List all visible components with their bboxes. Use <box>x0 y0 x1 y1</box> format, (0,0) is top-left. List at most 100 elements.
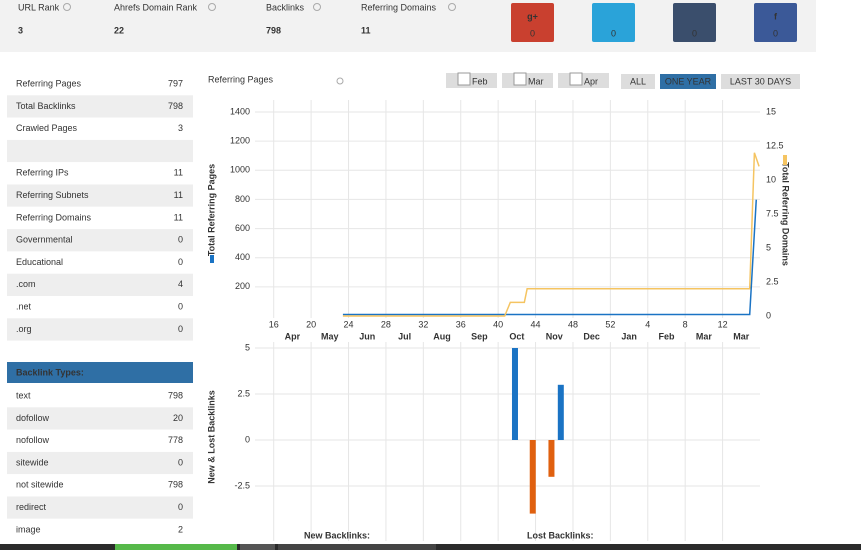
y-tick-label: 2.5 <box>237 388 250 398</box>
stat-row <box>7 95 193 118</box>
x-tick-label: 8 <box>683 319 688 329</box>
stat-value: 0 <box>178 257 183 267</box>
range-button-label: ALL <box>630 76 646 86</box>
y-tick-label: 5 <box>245 342 250 352</box>
stat-label: sitewide <box>16 457 49 467</box>
stat-value: 0 <box>178 502 183 512</box>
stat-value[interactable]: 20 <box>173 413 183 423</box>
stat-value[interactable]: 11 <box>174 212 183 222</box>
y-tick-label: 600 <box>235 223 250 233</box>
panel-title: Backlink Types: <box>16 367 84 377</box>
y-tick-label: 1000 <box>230 165 250 175</box>
y2-tick-label: 12.5 <box>766 140 784 150</box>
info-icons <box>63 3 456 85</box>
range-button[interactable] <box>621 74 655 89</box>
taskbar-item <box>115 544 237 550</box>
stat-label: .com <box>16 279 36 289</box>
x-tick-label: 48 <box>568 319 578 329</box>
stat-label: not sitewide <box>16 480 64 490</box>
social-button[interactable] <box>754 3 797 42</box>
checkbox[interactable] <box>457 72 471 86</box>
line-series <box>342 199 758 316</box>
stat-row <box>7 429 193 452</box>
checkbox[interactable] <box>569 72 583 86</box>
metric-value: 22 <box>114 25 124 35</box>
stat-value: 0 <box>178 235 183 245</box>
taskbar-item <box>278 544 436 550</box>
chart-title: Referring Pages <box>208 74 274 84</box>
stat-value: 0 <box>178 457 183 467</box>
metric-label: Ahrefs Domain Rank <box>114 2 198 12</box>
stat-label: Crawled Pages <box>16 123 78 133</box>
stat-row <box>7 229 193 252</box>
y2-axis-label: Total Referring Domains <box>781 162 791 266</box>
stat-row <box>7 407 193 430</box>
social-button[interactable] <box>511 3 554 42</box>
social-count: 0 <box>692 28 697 38</box>
y-axis-label: New & Lost Backlinks <box>206 390 216 484</box>
x-tick-label: 52 <box>605 319 615 329</box>
stat-label: Referring Pages <box>16 79 82 89</box>
stat-row <box>7 518 193 542</box>
stat-spacer <box>7 139 193 163</box>
x-tick-label: 40 <box>493 319 503 329</box>
social-count: 0 <box>530 28 535 38</box>
legend-swatch <box>783 155 787 165</box>
metric-label: Backlinks <box>266 2 305 12</box>
y2-tick-label: 10 <box>766 174 776 184</box>
month-label: Feb <box>658 331 675 341</box>
stat-row <box>7 273 193 296</box>
month-label: Mar <box>696 331 713 341</box>
month-label: Apr <box>285 331 301 341</box>
stat-label: text <box>16 391 31 401</box>
x-tick-label: 44 <box>531 319 541 329</box>
metric-value: 798 <box>266 25 281 35</box>
panel-header <box>7 362 193 383</box>
social-button[interactable] <box>592 3 635 42</box>
stat-label: .net <box>16 302 32 312</box>
range-button[interactable] <box>721 74 800 89</box>
stat-value[interactable]: 798 <box>168 480 183 490</box>
stat-value[interactable]: 11 <box>174 190 183 200</box>
stat-value[interactable]: 798 <box>168 101 183 111</box>
month-toggle-label: Apr <box>584 76 598 86</box>
y2-tick-label: 5 <box>766 242 771 252</box>
taskbar-item <box>240 544 275 550</box>
month-label: Dec <box>583 331 600 341</box>
stat-label: image <box>16 524 41 534</box>
x-tick-label: 24 <box>344 319 354 329</box>
stat-value[interactable]: 778 <box>168 435 183 445</box>
stat-row <box>7 117 193 140</box>
y2-tick-label: 0 <box>766 310 771 320</box>
stat-label: Educational <box>16 257 63 267</box>
metric-value: 11 <box>361 25 371 35</box>
legend-swatch <box>210 255 214 263</box>
month-label: Jul <box>398 331 411 341</box>
stat-value[interactable]: 4 <box>178 279 183 289</box>
stat-value: 798 <box>168 391 183 401</box>
stat-row <box>7 385 193 408</box>
social-count: 0 <box>773 28 778 38</box>
stat-value: 2 <box>178 524 183 534</box>
social-button[interactable] <box>673 3 716 42</box>
x-tick-label: 20 <box>306 319 316 329</box>
bar <box>548 440 555 477</box>
stat-label: nofollow <box>16 435 50 445</box>
checkbox[interactable] <box>513 72 527 86</box>
month-label: Jun <box>359 331 375 341</box>
month-label: Aug <box>433 331 451 341</box>
stat-value: 0 <box>178 302 183 312</box>
x-tick-label: 32 <box>418 319 428 329</box>
metric-label: Referring Domains <box>361 2 437 12</box>
range-button[interactable] <box>660 74 716 89</box>
stat-label: Referring Subnets <box>16 190 89 200</box>
range-button-label: ONE YEAR <box>665 76 712 86</box>
stat-row <box>7 474 193 497</box>
month-label: Nov <box>546 331 563 341</box>
x-tick-label: 4 <box>645 319 650 329</box>
y2-tick-label: 2.5 <box>766 276 779 286</box>
metric-value: 3 <box>18 25 23 35</box>
